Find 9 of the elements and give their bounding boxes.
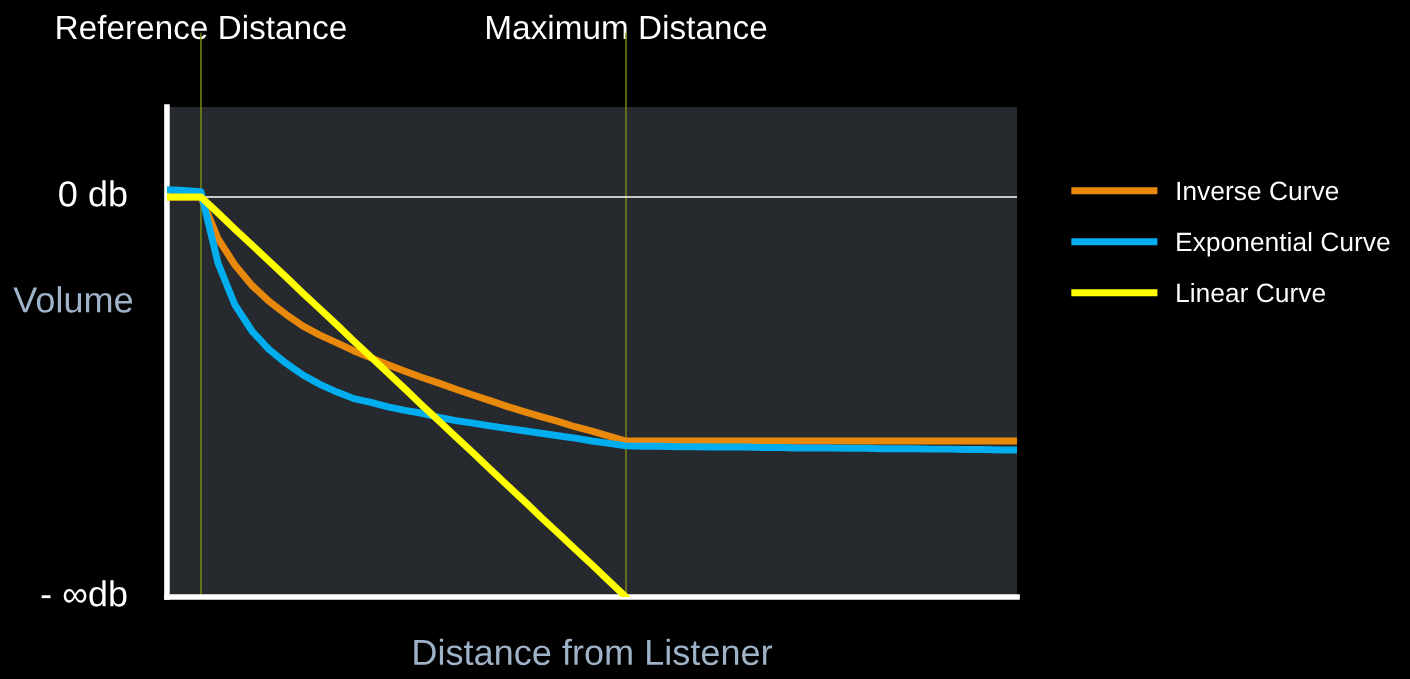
legend-label: Inverse Curve [1177, 181, 1339, 201]
y-axis-title: Volume [13, 286, 133, 313]
x-axis-title: Distance from Listener [414, 638, 773, 666]
text: - ∞db [41, 580, 127, 607]
text: 0 db [59, 180, 127, 207]
x-tick-label: Maximum Distance [487, 14, 767, 40]
x-tick-label: Reference Distance [57, 14, 346, 40]
legend-label: Exponential Curve [1177, 231, 1390, 257]
legend-label: Linear Curve [1177, 282, 1325, 303]
